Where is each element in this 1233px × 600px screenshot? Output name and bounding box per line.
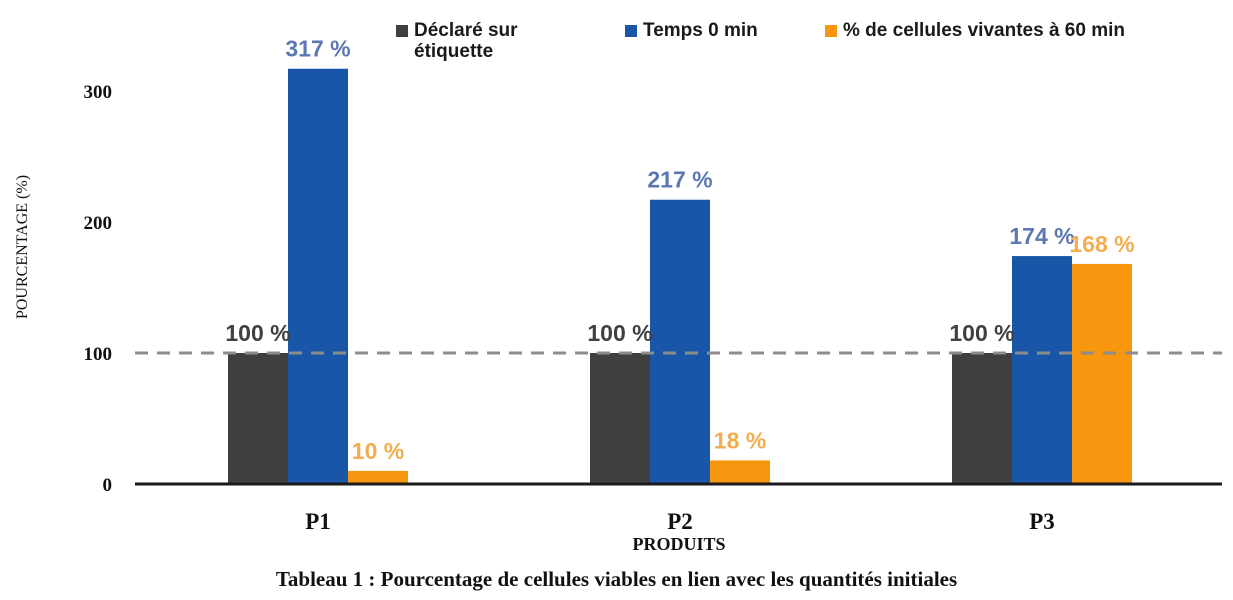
bar-p1-series-3 bbox=[348, 470, 408, 484]
legend-label-line1: Déclaré sur bbox=[414, 20, 518, 41]
x-tick-label: P2 bbox=[667, 509, 693, 534]
data-label: 174 % bbox=[1009, 223, 1074, 249]
y-tick-label: 100 bbox=[84, 344, 113, 365]
data-label: 217 % bbox=[647, 167, 712, 193]
x-tick-label: P3 bbox=[1029, 509, 1055, 534]
bar-p2-series-3 bbox=[710, 460, 770, 484]
data-label: 10 % bbox=[352, 438, 404, 464]
y-axis-label: POURCENTAGE (%) bbox=[14, 175, 31, 319]
bar-p1-series-2 bbox=[288, 68, 348, 484]
bar-p2-series-1 bbox=[590, 353, 650, 484]
legend-item-declared: Déclaré sur étiquette bbox=[396, 20, 518, 62]
bar-p2-series-2 bbox=[650, 199, 710, 485]
data-label: 100 % bbox=[587, 320, 652, 346]
x-axis-ticks: P1 P2 P3 bbox=[305, 509, 1055, 534]
data-label: 18 % bbox=[714, 427, 766, 453]
table-caption: Tableau 1 : Pourcentage de cellules viab… bbox=[275, 567, 958, 591]
legend-swatch-dark bbox=[396, 25, 408, 37]
bar-p1-series-1 bbox=[228, 353, 288, 484]
legend-label-declared: Déclaré sur étiquette bbox=[414, 20, 518, 62]
x-axis-label: PRODUITS bbox=[632, 534, 725, 554]
data-labels-group: 100 % 317 % 10 % 100 % 217 % 18 % 100 % 174 %16… bbox=[225, 36, 1134, 464]
data-label: 100 % bbox=[949, 320, 1014, 346]
legend-label-time0: Temps 0 min bbox=[643, 20, 758, 41]
data-label: 100 % bbox=[225, 320, 290, 346]
data-label: 317 % bbox=[285, 36, 350, 62]
y-axis-ticks: 0 100 200 300 bbox=[84, 82, 113, 496]
data-label: 168 % bbox=[1069, 231, 1134, 257]
y-tick-label: 200 bbox=[84, 213, 113, 234]
bar-p3-series-1 bbox=[952, 353, 1012, 484]
legend-label-line2: étiquette bbox=[414, 41, 494, 62]
y-tick-label: 0 bbox=[103, 475, 113, 496]
legend-swatch-blue bbox=[625, 25, 637, 37]
bars-group bbox=[228, 68, 1132, 485]
legend-label-60min: % de cellules vivantes à 60 min bbox=[843, 20, 1125, 41]
y-tick-label: 300 bbox=[84, 82, 113, 103]
bar-p3-series-2 bbox=[1012, 256, 1072, 484]
legend-swatch-orange bbox=[825, 25, 837, 37]
x-tick-label: P1 bbox=[305, 509, 331, 534]
legend-item-time0: Temps 0 min bbox=[625, 20, 758, 41]
bar-p3-series-3 bbox=[1072, 263, 1132, 484]
legend-item-60min: % de cellules vivantes à 60 min bbox=[825, 20, 1125, 41]
